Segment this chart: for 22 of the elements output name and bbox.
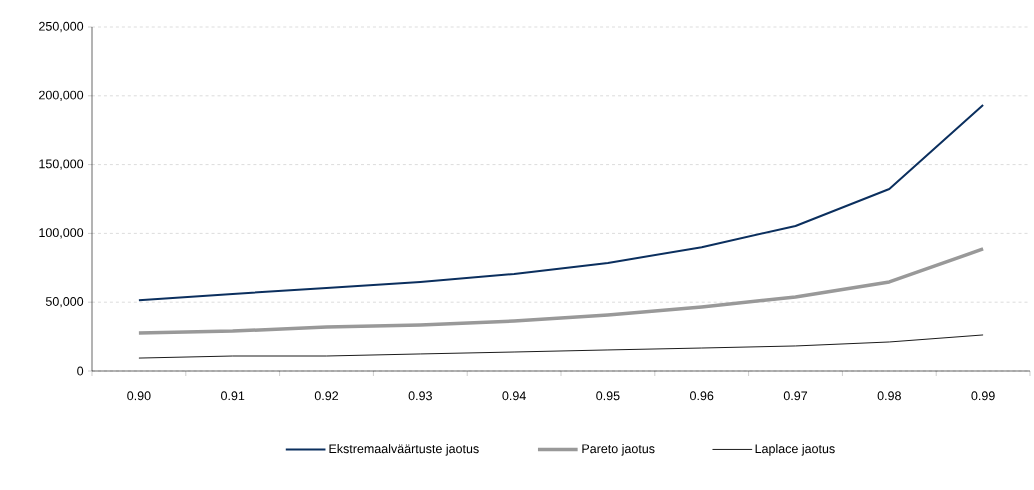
y-tick-label: 200,000 — [39, 90, 84, 101]
line-series — [137, 104, 985, 302]
x-tick-label: 0.95 — [596, 391, 620, 401]
y-tick-label: 0 — [77, 366, 84, 376]
x-tick-label: 0.91 — [221, 391, 245, 401]
x-tick-label: 0.99 — [971, 391, 995, 401]
x-tick-label: 0.90 — [127, 391, 151, 401]
y-tick-label: 150,000 — [39, 159, 84, 170]
line-series — [138, 334, 984, 359]
legend-label: Ekstremaalväärtuste jaotus — [329, 443, 479, 456]
x-tick-label: 0.98 — [877, 391, 901, 401]
y-tick-label: 100,000 — [39, 228, 84, 239]
x-tick-label: 0.92 — [314, 391, 339, 401]
x-tick-label: 0.97 — [783, 391, 808, 401]
y-tick-label: 50,000 — [45, 297, 84, 308]
legend-label: Pareto jaotus — [582, 443, 655, 456]
legend-label: Laplace jaotus — [755, 443, 835, 456]
x-tick-label: 0.94 — [502, 391, 526, 401]
line-series — [137, 247, 985, 335]
x-tick-label: 0.93 — [408, 391, 432, 401]
x-tick-label: 0.96 — [690, 391, 714, 401]
y-tick-label: 250,000 — [39, 21, 84, 33]
